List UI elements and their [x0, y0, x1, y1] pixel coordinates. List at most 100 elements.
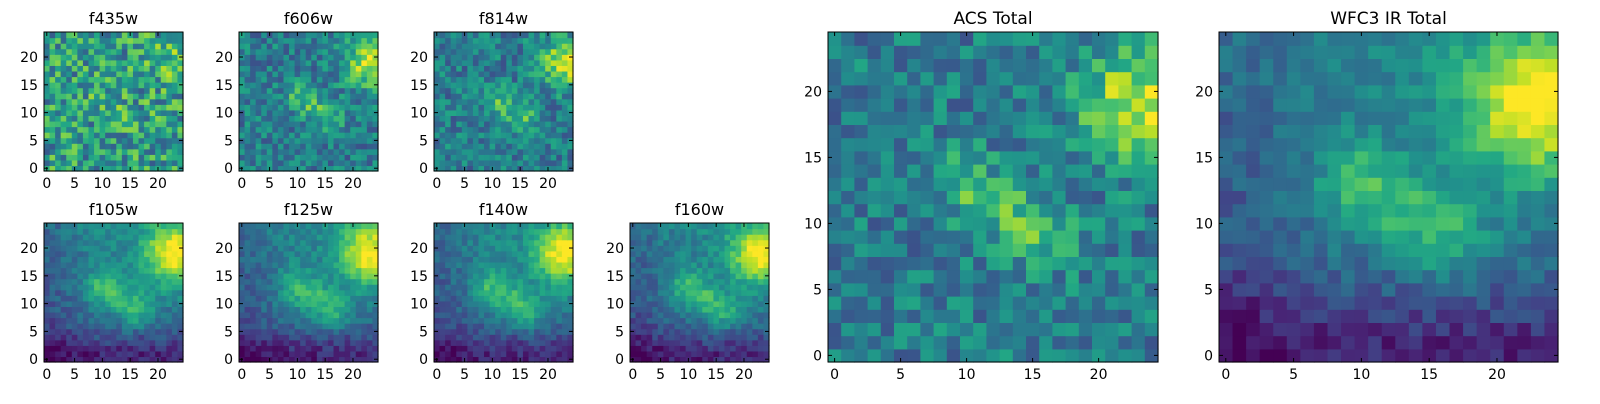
heatmap-cell	[540, 256, 546, 262]
heatmap-cell	[663, 245, 669, 251]
heatmap-cell	[529, 273, 535, 279]
heatmap-cell	[647, 245, 653, 251]
heatmap-cell	[1132, 256, 1146, 270]
heatmap-cell	[66, 143, 72, 149]
heatmap-cell	[105, 284, 111, 290]
x-tick-label: 15	[316, 367, 334, 383]
heatmap-cell	[663, 256, 669, 262]
heatmap-cell	[250, 234, 256, 240]
heatmap-cell	[361, 306, 367, 312]
heatmap-cell	[77, 312, 83, 318]
heatmap-cell	[551, 54, 557, 60]
heatmap-cell	[361, 273, 367, 279]
heatmap-cell	[144, 160, 150, 166]
heatmap-cell	[122, 99, 128, 105]
heatmap-cell	[317, 234, 323, 240]
heatmap-cell	[658, 323, 664, 329]
heatmap-cell	[1145, 204, 1159, 218]
heatmap-cell	[250, 160, 256, 166]
heatmap-cell	[239, 115, 245, 121]
heatmap-cell	[456, 32, 462, 38]
heatmap-cell	[144, 262, 150, 268]
heatmap-cell	[691, 273, 697, 279]
heatmap-cell	[350, 54, 356, 60]
heatmap-cell	[512, 54, 518, 60]
heatmap-cell	[691, 351, 697, 357]
heatmap-cell	[663, 345, 669, 351]
heatmap-cell	[529, 345, 535, 351]
heatmap-cell	[669, 306, 675, 312]
heatmap-cell	[166, 273, 172, 279]
heatmap-cell	[545, 88, 551, 94]
heatmap-cell	[669, 351, 675, 357]
heatmap-cell	[647, 290, 653, 296]
heatmap-cell	[473, 251, 479, 257]
heatmap-cell	[111, 290, 117, 296]
heatmap-cell	[512, 229, 518, 235]
heatmap-cell	[278, 273, 284, 279]
heatmap-cell	[150, 223, 156, 229]
heatmap-cell	[551, 312, 557, 318]
heatmap-cell	[50, 251, 56, 257]
y-tick-label: 0	[224, 352, 233, 368]
heatmap-cell	[506, 323, 512, 329]
x-tick-label: 5	[656, 367, 665, 383]
heatmap-cell	[501, 82, 507, 88]
heatmap-cell	[144, 99, 150, 105]
heatmap-cell	[306, 115, 312, 121]
heatmap-cell	[283, 323, 289, 329]
heatmap-cell	[467, 301, 473, 307]
heatmap-cell	[100, 345, 106, 351]
heatmap-cell	[161, 49, 167, 55]
heatmap-cell	[50, 115, 56, 121]
heatmap-cell	[161, 345, 167, 351]
heatmap-cell	[473, 82, 479, 88]
heatmap-cell	[172, 345, 178, 351]
heatmap-cell	[534, 38, 540, 44]
heatmap-cell	[278, 340, 284, 346]
heatmap-cell	[440, 132, 446, 138]
heatmap-cell	[88, 54, 94, 60]
heatmap-cell	[647, 351, 653, 357]
heatmap-cell	[490, 267, 496, 273]
heatmap-cell	[512, 301, 518, 307]
heatmap-cell	[636, 329, 642, 335]
heatmap-cell	[150, 351, 156, 357]
heatmap-cell	[111, 154, 117, 160]
heatmap-cell	[529, 110, 535, 116]
heatmap-cell	[1105, 270, 1119, 284]
heatmap-cell	[663, 312, 669, 318]
heatmap-cell	[529, 160, 535, 166]
heatmap-cell	[691, 334, 697, 340]
heatmap-cell	[66, 284, 72, 290]
heatmap-cell	[540, 351, 546, 357]
heatmap-cell	[736, 295, 742, 301]
heatmap-cell	[462, 76, 468, 82]
heatmap-cell	[172, 312, 178, 318]
heatmap-cell	[144, 76, 150, 82]
heatmap-cell	[686, 290, 692, 296]
heatmap-cell	[451, 127, 457, 133]
heatmap-cell	[868, 190, 882, 204]
heatmap-cell	[741, 251, 747, 257]
heatmap-cell	[456, 295, 462, 301]
heatmap-cell	[155, 301, 161, 307]
heatmap-cell	[250, 143, 256, 149]
heatmap-cell	[295, 99, 301, 105]
heatmap-cell	[139, 121, 145, 127]
heatmap-cell	[350, 306, 356, 312]
heatmap-cell	[356, 267, 362, 273]
heatmap-cell	[462, 43, 468, 49]
heatmap-cell	[1092, 309, 1106, 323]
heatmap-cell	[881, 230, 895, 244]
heatmap-cell	[506, 127, 512, 133]
heatmap-cell	[272, 256, 278, 262]
heatmap-cell	[100, 143, 106, 149]
heatmap-cell	[150, 229, 156, 235]
heatmap-cell	[356, 295, 362, 301]
heatmap-cell	[77, 43, 83, 49]
heatmap-cell	[478, 88, 484, 94]
heatmap-cell	[647, 240, 653, 246]
heatmap-cell	[161, 132, 167, 138]
heatmap-cell	[691, 284, 697, 290]
